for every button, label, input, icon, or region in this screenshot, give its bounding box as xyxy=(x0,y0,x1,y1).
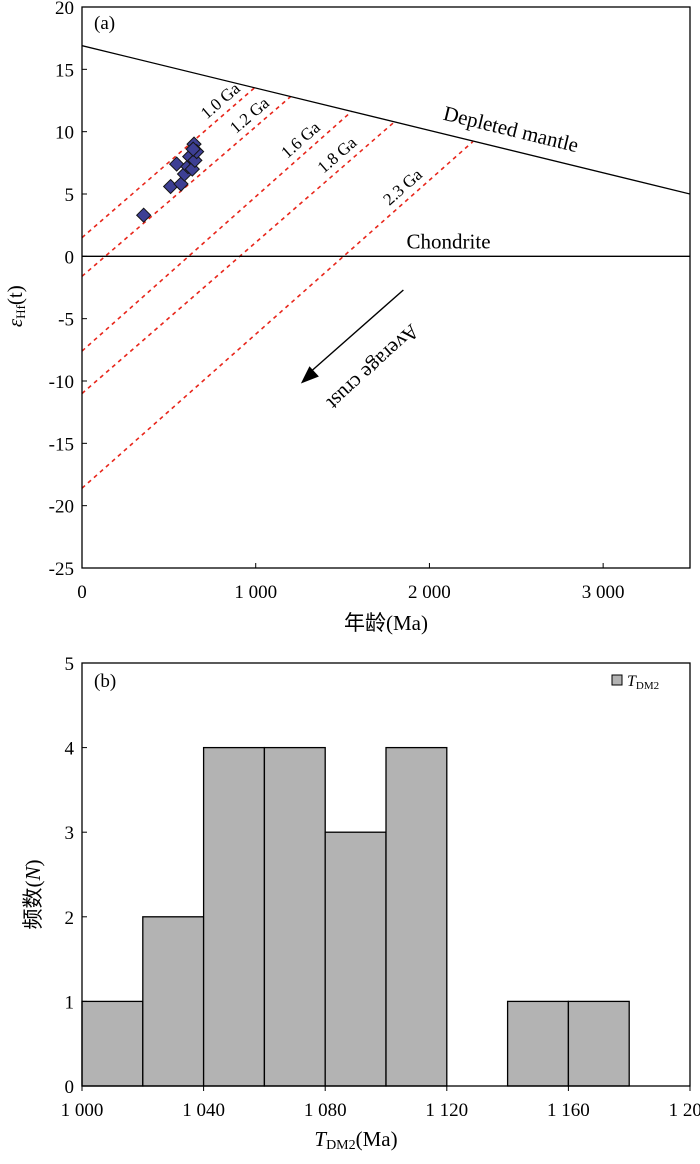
plot-frame-a xyxy=(81,6,691,569)
axis-ticks-b: 0 1 2 3 4 5 1 000 1 040 1 080 1 120 1 160 1 200 xyxy=(61,654,700,1121)
x-tick-label: 1 000 xyxy=(234,582,277,603)
y-tick-label: -10 xyxy=(49,372,74,393)
histogram-bar xyxy=(506,1000,570,1087)
y-axis-label-a: εHf(t) xyxy=(3,285,28,327)
x-tick-label: 1 160 xyxy=(547,1100,590,1121)
y-tick-label: 5 xyxy=(65,185,75,206)
histogram-bars xyxy=(81,746,630,1087)
reference-lines xyxy=(82,45,690,257)
x-tick-label: 3 000 xyxy=(582,582,625,603)
histogram-bar xyxy=(385,746,448,1087)
histogram-bar xyxy=(142,916,205,1087)
data-points xyxy=(135,136,205,223)
x-tick-label: 1 200 xyxy=(669,1100,700,1121)
x-tick-label: 1 000 xyxy=(61,1100,104,1121)
model-line-18Ga xyxy=(82,121,396,395)
model-line-23Ga xyxy=(82,141,474,489)
y-tick-label: 15 xyxy=(55,60,74,81)
y-tick-label: 4 xyxy=(65,739,75,760)
y-axis-label-tail: (t) xyxy=(3,285,27,305)
legend-label-sub: DM2 xyxy=(636,680,659,692)
y-tick-label: -20 xyxy=(49,497,74,518)
y-tick-label: 0 xyxy=(65,1077,75,1098)
x-axis-label-a: 年龄(Ma) xyxy=(344,611,428,635)
histogram-bar xyxy=(202,746,266,1087)
x-axis-label-sub: DM2 xyxy=(326,1138,356,1153)
average-crust-arrowhead xyxy=(300,366,319,384)
y-axis-label-close: ) xyxy=(21,859,45,866)
model-line-label: 2.3 Ga xyxy=(379,165,426,210)
y-tick-label: 0 xyxy=(65,247,75,268)
legend-label: TDM2 xyxy=(627,673,659,692)
chondrite-label: Chondrite xyxy=(407,229,491,253)
legend-label-main: T xyxy=(627,673,637,690)
y-tick-label: 5 xyxy=(65,654,75,675)
plot-frame-b xyxy=(81,662,691,1087)
panel-label-a: (a) xyxy=(94,13,115,34)
model-line-label: 1.6 Ga xyxy=(277,117,324,162)
y-tick-label: 10 xyxy=(55,123,74,144)
x-axis-label-b: TDM2(Ma) xyxy=(314,1127,397,1153)
y-tick-label: 20 xyxy=(55,0,74,19)
x-axis-label-tail: (Ma) xyxy=(356,1127,398,1151)
y-axis-label-italic: N xyxy=(21,866,45,882)
x-axis-label-main: T xyxy=(314,1127,327,1151)
y-axis-label-b: 频数(N) xyxy=(21,859,45,929)
y-tick-label: -25 xyxy=(49,559,74,580)
model-line-16Ga xyxy=(82,111,352,352)
x-tick-label: 1 040 xyxy=(182,1100,225,1121)
x-tick-label: 1 080 xyxy=(304,1100,347,1121)
x-tick-label: 0 xyxy=(77,582,87,603)
data-point xyxy=(185,141,201,157)
y-axis-label-text: 频数( xyxy=(21,881,45,930)
depleted-mantle-label: Depleted mantle xyxy=(441,101,581,157)
model-line-label: 1.8 Ga xyxy=(314,133,361,177)
y-tick-label: -5 xyxy=(58,310,74,331)
data-point xyxy=(168,156,185,172)
data-point xyxy=(162,178,179,195)
y-tick-label: 3 xyxy=(65,823,75,844)
depleted-mantle-line xyxy=(82,45,690,195)
y-tick-label: 2 xyxy=(65,908,75,929)
histogram-bar xyxy=(324,831,387,1087)
y-tick-label: 1 xyxy=(65,992,75,1013)
y-tick-label: -15 xyxy=(49,434,74,455)
panel-label-b: (b) xyxy=(94,671,116,692)
histogram-bar xyxy=(263,746,326,1087)
average-crust-arrow xyxy=(310,289,404,373)
x-tick-label: 1 120 xyxy=(425,1100,468,1121)
x-tick-label: 2 000 xyxy=(408,582,451,603)
histogram-bar xyxy=(567,1000,630,1087)
panel-b-histogram: 0 1 2 3 4 5 1 000 1 040 1 080 1 120 1 160 1 200 (b)… xyxy=(21,654,700,1153)
y-axis-label-sub: Hf xyxy=(13,304,28,318)
axis-ticks-a: -25 -20 -15 -10 -5 0 5 10 15 20 0 1 000 2 000 3 000 xyxy=(49,0,625,603)
model-line-10Ga xyxy=(82,86,257,239)
y-axis-label-main: ε xyxy=(3,318,27,327)
histogram-bar xyxy=(81,1000,144,1087)
panel-a-hf-isotope-plot: -25 -20 -15 -10 -5 0 5 10 15 20 0 1 000 2 000 3 000 1… xyxy=(3,0,691,635)
legend-b: TDM2 xyxy=(611,673,659,692)
average-crust-label: Average crust xyxy=(322,319,424,415)
legend-swatch xyxy=(611,674,623,686)
data-point xyxy=(135,207,152,223)
